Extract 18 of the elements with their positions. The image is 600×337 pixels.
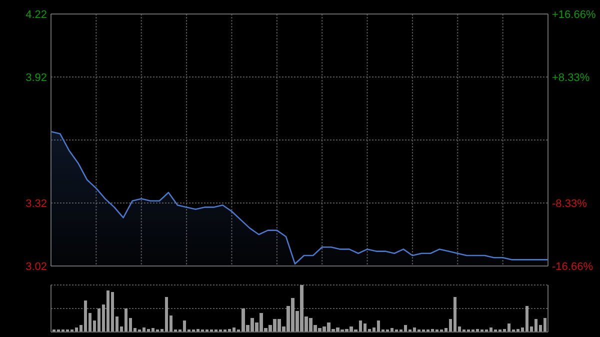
- y-tick-label: 4.22: [26, 9, 47, 21]
- y-tick-label: 3.92: [26, 72, 47, 84]
- y-tick-label: 3.32: [26, 198, 47, 210]
- bar: [525, 306, 529, 332]
- bar: [453, 296, 457, 332]
- bar: [106, 290, 110, 332]
- bar: [534, 318, 538, 332]
- y2-tick-label: -8.33%: [552, 198, 588, 210]
- bar: [110, 292, 114, 332]
- bar: [543, 318, 547, 332]
- bar: [97, 308, 101, 332]
- bar: [84, 300, 88, 332]
- y2-tick-label: +8.33%: [552, 72, 590, 84]
- y2-tick-label: +16.66%: [552, 9, 596, 21]
- bar: [507, 324, 511, 332]
- bar: [124, 308, 128, 332]
- y-tick-label: 3.02: [26, 261, 47, 273]
- y2-tick-label: -16.66%: [552, 261, 594, 273]
